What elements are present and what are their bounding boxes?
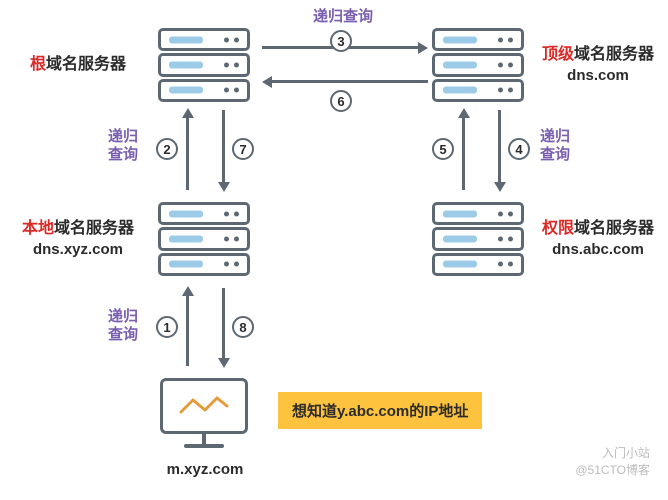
arrow-8 (222, 288, 225, 358)
arrow-7 (222, 110, 225, 182)
step-8: 8 (232, 316, 254, 338)
query-label-top: 递归查询 (313, 8, 373, 26)
query-label-right: 递归查询 (540, 128, 570, 164)
step-2: 2 (156, 138, 178, 160)
chart-line-icon (179, 394, 229, 418)
arrow-1 (186, 296, 189, 366)
label-root: 根域名服务器 (8, 54, 148, 76)
label-client: m.xyz.com (150, 460, 260, 480)
step-3: 3 (330, 30, 352, 52)
arrow-2 (186, 118, 189, 190)
step-6: 6 (330, 90, 352, 112)
step-5: 5 (432, 138, 454, 160)
query-label-left-upper: 递归查询 (108, 128, 138, 164)
query-label-left-lower: 递归查询 (108, 308, 138, 344)
step-4: 4 (508, 138, 530, 160)
server-tld-icon (432, 28, 524, 102)
server-root-icon (158, 28, 250, 102)
server-auth-icon (432, 202, 524, 276)
arrow-6 (272, 80, 428, 83)
label-local: 本地域名服务器 dns.xyz.com (8, 218, 148, 260)
label-tld: 顶级域名服务器 dns.com (528, 44, 668, 86)
step-7: 7 (232, 138, 254, 160)
label-auth: 权限域名服务器 dns.abc.com (528, 218, 668, 260)
arrow-4 (498, 110, 501, 182)
arrow-5 (462, 118, 465, 190)
monitor-client-icon (160, 378, 248, 452)
want-banner: 想知道y.abc.com的IP地址 (278, 392, 482, 429)
server-local-icon (158, 202, 250, 276)
watermark: 入门小站 @51CTO博客 (575, 444, 650, 478)
step-1: 1 (156, 316, 178, 338)
